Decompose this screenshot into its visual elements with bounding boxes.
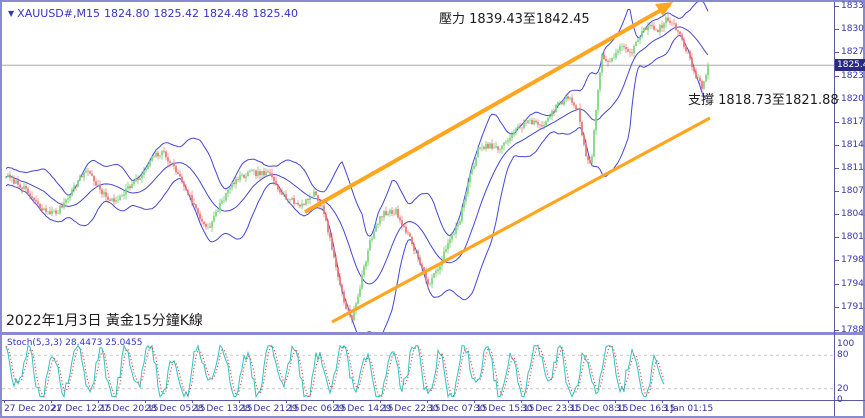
price-tick-label: 1823.95 [841, 70, 865, 81]
price-tick-label: 1827.20 [841, 47, 865, 58]
time-label: 27 Dec 20:15 [98, 404, 159, 414]
price-axis-border [834, 2, 835, 416]
time-tick-mark [521, 400, 522, 403]
price-tick-label: 1794.95 [841, 278, 865, 289]
time-label: 27 Dec 2021 [4, 404, 62, 414]
time-tick-mark [333, 400, 334, 403]
time-tick-mark [239, 400, 240, 403]
price-tick-mark [835, 214, 839, 216]
price-tick-mark [835, 191, 839, 193]
stoch-level-label: 0 [837, 395, 843, 405]
time-tick-mark [145, 400, 146, 403]
chart-title: ▼ XAUUSD#,M15 1824.80 1825.42 1824.48 1825.40 [8, 7, 302, 20]
time-axis-line [2, 400, 865, 401]
price-tick-mark [835, 330, 839, 331]
price-tick-mark [835, 29, 839, 31]
time-tick-mark [427, 400, 428, 403]
price-tick-label: 1811.05 [841, 163, 865, 174]
price-tick-mark [835, 306, 839, 308]
time-label: 3 Jan 01:15 [662, 404, 714, 414]
price-tick-mark [835, 168, 839, 170]
price-tick-label: 1798.20 [841, 255, 865, 266]
price-tick-label: 1791.75 [841, 301, 865, 312]
time-tick-mark [4, 400, 5, 403]
time-tick-mark [662, 400, 663, 403]
time-label: 28 Dec 05:15 [145, 404, 206, 414]
stoch-canvas[interactable] [2, 336, 834, 400]
price-tick-label: 1804.65 [841, 209, 865, 220]
ohlc-open: 1824.80 [103, 7, 150, 20]
time-tick-mark [380, 400, 381, 403]
price-tick-mark [835, 121, 839, 123]
price-tick-mark [835, 52, 839, 54]
stoch-level-label: 20 [837, 383, 849, 394]
time-label: 30 Dec 07:15 [427, 404, 488, 414]
time-tick-mark [51, 400, 52, 403]
price-tick-mark [835, 260, 839, 262]
time-label: 29 Dec 22:15 [380, 404, 441, 414]
time-label: 29 Dec 14:15 [333, 404, 394, 414]
symbol-dropdown-icon[interactable]: ▼ [8, 9, 15, 18]
price-tick-mark [835, 237, 839, 239]
price-tick-mark [835, 6, 839, 7]
price-tick-mark [835, 75, 839, 77]
time-tick-mark [286, 400, 287, 403]
time-label: 29 Dec 06:15 [286, 404, 347, 414]
symbol-label: XAUUSD#,M15 [17, 7, 100, 20]
time-tick-mark [568, 400, 569, 403]
time-label: 28 Dec 21:15 [239, 404, 300, 414]
stoch-indicator-label: Stoch(5,3,3) 28.4473 25.0455 [7, 338, 143, 348]
price-tick-label: 1817.50 [841, 116, 865, 127]
support-annotation: 支撐 1818.73至1821.88 [688, 93, 839, 108]
price-tick-label: 1833.65 [841, 1, 865, 11]
channel-arrowhead [655, 2, 673, 16]
time-tick-mark [474, 400, 475, 403]
channel-lower-line [331, 116, 711, 324]
time-label: 28 Dec 13:15 [192, 404, 253, 414]
price-tick-mark [835, 283, 839, 285]
time-label: 30 Dec 15:15 [474, 404, 535, 414]
time-tick-mark [192, 400, 193, 403]
ohlc-low: 1824.48 [202, 7, 249, 20]
price-tick-mark [835, 144, 839, 146]
channel-upper-line [304, 3, 671, 214]
time-tick-mark [615, 400, 616, 403]
time-label: 30 Dec 23:15 [521, 404, 582, 414]
price-tick-label: 1801.40 [841, 232, 865, 243]
ohlc-close: 1825.40 [252, 7, 298, 20]
stoch-level-label: 100 [837, 339, 855, 349]
ohlc-high: 1825.42 [153, 7, 199, 20]
price-tick-mark [835, 98, 839, 100]
current-price-badge: 1825.40 [835, 59, 865, 72]
date-caption: 2022年1月3日 黃金15分鐘K線 [6, 313, 203, 329]
time-tick-mark [98, 400, 99, 403]
price-tick-label: 1807.85 [841, 186, 865, 197]
panel-separator[interactable] [2, 332, 865, 335]
price-tick-label: 1830.40 [841, 24, 865, 35]
time-label: 27 Dec 12:15 [51, 404, 112, 414]
time-label: 31 Dec 16:15 [615, 404, 676, 414]
resistance-annotation: 壓力 1839.43至1842.45 [439, 12, 590, 27]
main-chart-canvas[interactable] [2, 2, 834, 332]
price-tick-label: 1788.50 [841, 325, 865, 335]
price-tick-label: 1820.75 [841, 93, 865, 104]
stoch-level-label: 80 [837, 350, 849, 361]
bottom-frame [2, 416, 865, 418]
price-tick-label: 1814.30 [841, 139, 865, 150]
time-label: 31 Dec 08:15 [568, 404, 629, 414]
